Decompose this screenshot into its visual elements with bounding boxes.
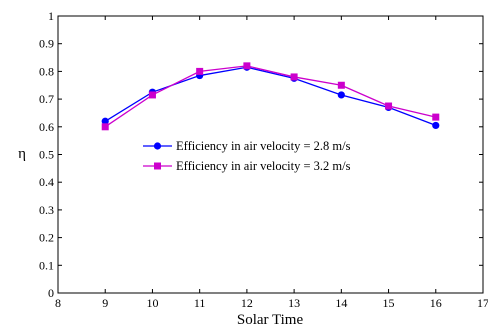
y-tick-label: 0.1 [39, 258, 54, 272]
series-line-1 [104, 66, 437, 127]
x-tick-label: 14 [335, 296, 347, 310]
data-point-series-2 [101, 123, 109, 131]
series-layer [101, 62, 440, 131]
x-tick-label: 12 [241, 296, 253, 310]
series-line-2 [104, 65, 436, 128]
plot-area [57, 15, 484, 294]
y-tick-label: 1 [48, 9, 54, 23]
data-point-series-2 [290, 73, 298, 81]
data-point-series-1 [337, 91, 345, 99]
legend-label-series-2: Efficiency in air velocity = 3.2 m/s [176, 159, 351, 173]
data-point-series-1 [101, 117, 109, 125]
x-tick-label: 13 [288, 296, 300, 310]
legend-marker-series-2 [154, 162, 161, 170]
y-tick-label: 0 [48, 286, 54, 300]
y-tick-label: 0.4 [39, 175, 54, 189]
legend-marker-series-1 [153, 142, 162, 150]
data-point-series-2 [196, 67, 204, 75]
data-point-series-2 [148, 91, 156, 99]
x-tick-label: 17 [477, 296, 488, 310]
y-tick-label: 0.8 [39, 64, 54, 78]
y-tick-label: 0.7 [39, 92, 54, 106]
x-tick-label: 10 [146, 296, 158, 310]
data-point-series-2 [385, 102, 393, 110]
y-tick-label: 0.2 [39, 231, 54, 245]
y-tick-label: 0.3 [39, 203, 54, 217]
x-axis-label: Solar Time [237, 312, 304, 328]
legend: Efficiency in air velocity = 2.8 m/s Eff… [143, 139, 351, 173]
y-axis: 0 0.1 0.2 0.3 0.4 0.5 0.6 0.7 0.8 0.9 1 [39, 9, 483, 300]
y-axis-label: η [18, 146, 26, 162]
x-tick-label: 9 [102, 296, 108, 310]
x-tick-label: 15 [383, 296, 395, 310]
y-tick-label: 0.5 [39, 148, 54, 162]
x-tick-label: 16 [430, 296, 442, 310]
x-tick-label: 8 [55, 296, 61, 310]
data-point-series-2 [432, 113, 440, 121]
x-axis: 8 9 10 11 12 13 14 15 16 17 [55, 16, 488, 310]
y-tick-label: 0.6 [39, 120, 54, 134]
data-point-series-1 [432, 121, 440, 130]
data-point-series-2 [243, 62, 251, 70]
x-tick-label: 11 [194, 296, 206, 310]
data-point-series-2 [337, 81, 345, 89]
y-tick-label: 0.9 [39, 37, 54, 51]
legend-label-series-1: Efficiency in air velocity = 2.8 m/s [176, 139, 351, 153]
